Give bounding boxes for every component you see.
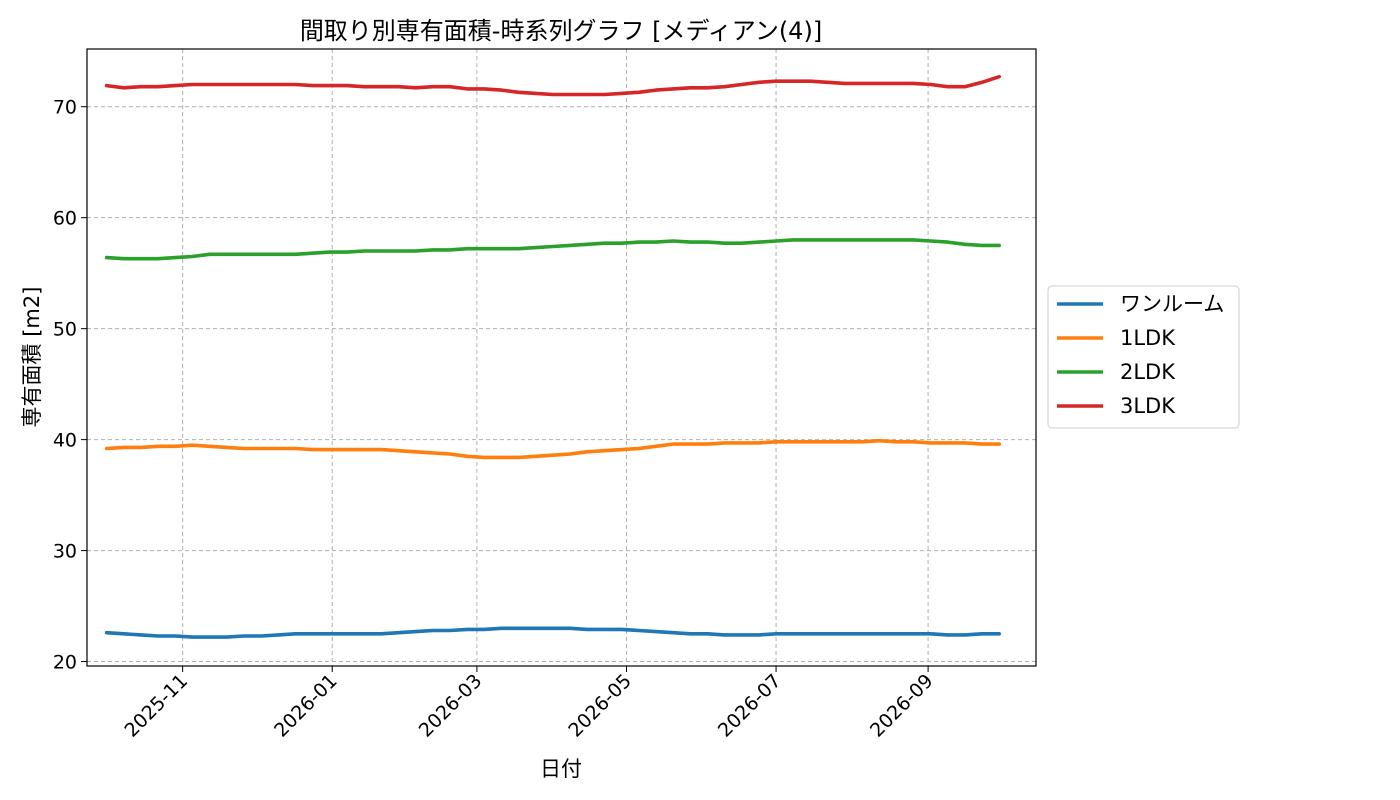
y-axis-ticks: 20 30 40 50 60 70 [53,97,87,674]
x-axis-ticks: 2025-11 2026-01 2026-03 2026-05 2026-07 2026-… [120,666,938,742]
x-axis-label: 日付 [540,757,582,781]
x-tick-label: 2026-05 [564,670,636,742]
chart-title: 間取り別専有面積-時系列グラフ [メディアン(4)] [300,17,822,45]
x-tick-label: 2025-11 [120,670,192,742]
legend-label: 2LDK [1120,360,1176,384]
series-line [104,438,1002,460]
legend-label: ワンルーム [1120,292,1224,316]
x-tick-label: 2026-03 [415,670,487,742]
y-tick-label: 60 [53,208,77,230]
y-tick-label: 20 [53,652,77,674]
x-tick-label: 2026-01 [270,670,342,742]
x-tick-label: 2026-09 [866,670,938,742]
y-tick-label: 30 [53,541,77,563]
x-tick-label: 2026-07 [714,670,786,742]
legend-label: 3LDK [1120,394,1176,418]
plot-frame [86,48,1037,667]
y-tick-label: 50 [53,319,77,341]
series-line [104,626,1002,639]
y-tick-label: 70 [53,97,77,119]
y-axis-label: 専有面積 [m2] [20,287,44,428]
legend-box [1047,285,1240,429]
legend: ワンルーム 1LDK 2LDK 3LDK [1047,285,1240,429]
legend-label: 1LDK [1120,326,1176,350]
series-line [104,74,1002,97]
series-lines [104,74,1002,639]
series-line [104,238,1002,261]
gridlines [87,49,1036,666]
y-tick-label: 40 [53,430,77,452]
